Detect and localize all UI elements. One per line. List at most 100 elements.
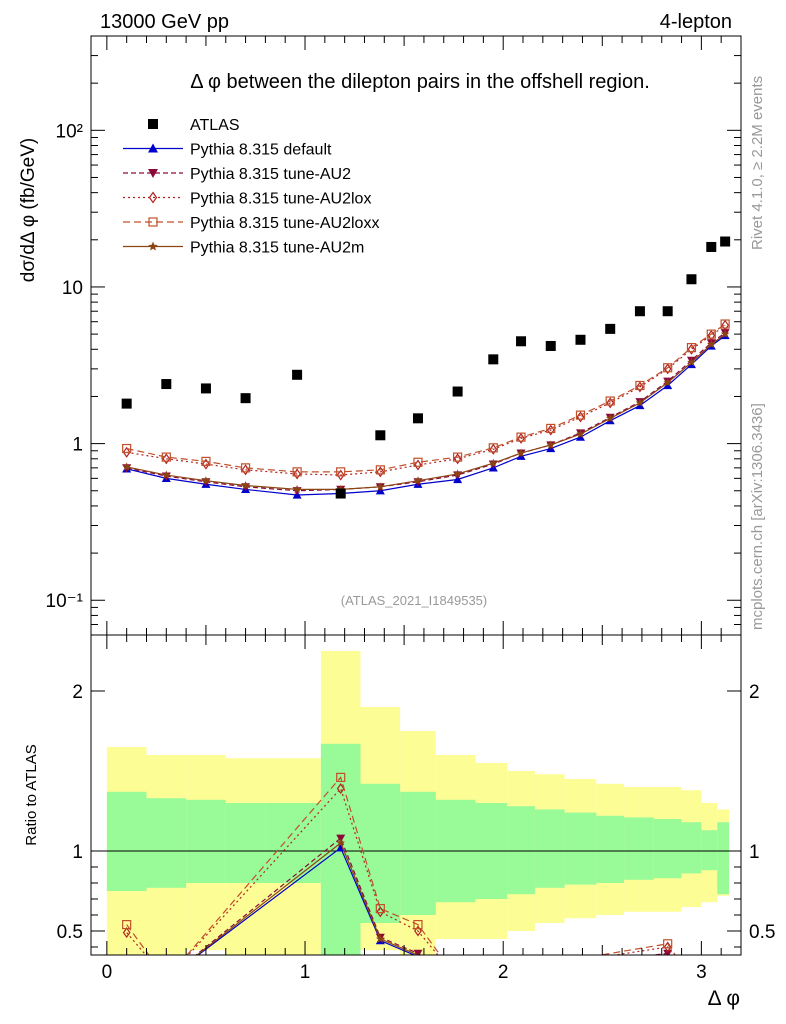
atlas-point-16 <box>686 274 697 285</box>
series-5-point-0 <box>122 462 131 471</box>
ratio-2-point-0 <box>122 927 131 939</box>
main-panel: 10⁻¹ 1 10 10² Δ φ between the dilepton pair… <box>18 35 742 636</box>
ratio-4-point-2 <box>336 838 345 847</box>
series-3-point-14 <box>636 381 644 393</box>
series-3-point-7 <box>414 459 422 471</box>
band-inner-3 <box>225 803 266 883</box>
atlas-point-18 <box>720 236 731 247</box>
atlas-point-2 <box>200 383 211 394</box>
series-4-point-2 <box>201 456 211 466</box>
series-4-point-0 <box>122 443 132 454</box>
ratio-series-layer <box>122 772 676 955</box>
series-5-point-3 <box>241 481 250 490</box>
atlas-point-1 <box>161 379 172 390</box>
main-ticks: 10⁻¹ 1 10 10² <box>46 35 741 636</box>
ratio-ticks: 0.5 0.5 1 1 2 2 0 1 2 3 <box>57 635 775 983</box>
legend-label-0: ATLAS <box>190 117 240 134</box>
ratio-ytick-label-0: 0.5 <box>57 922 83 943</box>
legend-label-4: Pythia 8.315 tune-AU2loxx <box>190 215 379 232</box>
header-left: 13000 GeV pp <box>100 11 229 33</box>
series-4-point-16 <box>686 343 697 353</box>
series-5-point-17 <box>707 339 716 348</box>
band-inner-15 <box>653 819 682 879</box>
ratio-line-1 <box>195 837 670 955</box>
series-5-point-4 <box>292 484 302 494</box>
ratio-line-2 <box>126 787 675 955</box>
series-5-point-15 <box>663 378 672 387</box>
ratio-3-point-0 <box>122 919 132 930</box>
series-4-point-17 <box>706 329 716 339</box>
mcplots-label: mcplots.cern.ch [arXiv:1306.3436] <box>749 403 766 630</box>
main-series-layer <box>121 236 731 499</box>
ratio-2-point-3 <box>376 906 385 918</box>
band-inner-2 <box>186 799 226 883</box>
series-5-point-13 <box>605 413 615 422</box>
series-5-point-8 <box>453 469 462 478</box>
series-5-point-18 <box>720 329 730 338</box>
legend-marker-4 <box>148 217 158 227</box>
series-4-point-18 <box>720 319 730 329</box>
header-right: 4-lepton <box>660 11 732 33</box>
series-3-point-2 <box>202 458 210 470</box>
ratio-ytick-label-2: 2 <box>72 682 83 703</box>
band-inner-11 <box>534 809 565 888</box>
series-5-point-9 <box>489 458 498 467</box>
series-4-point-14 <box>635 380 645 391</box>
band-inner-7 <box>400 791 436 915</box>
series-line-2 <box>126 332 726 492</box>
series-4-point-13 <box>605 396 615 406</box>
series-4-point-3 <box>240 463 251 473</box>
series-line-4 <box>126 323 726 473</box>
ratio-line-0 <box>197 846 416 955</box>
atlas-point-11 <box>545 340 556 351</box>
series-4-point-10 <box>516 432 526 442</box>
ratio-3-point-2 <box>336 772 346 783</box>
series-4-point-12 <box>575 410 586 420</box>
legend-label-2: Pythia 8.315 tune-AU2 <box>190 166 351 183</box>
legend-label-3: Pythia 8.315 tune-AU2lox <box>190 191 371 208</box>
band-inner-16 <box>681 822 702 874</box>
ratio-3-point-6 <box>663 939 673 949</box>
atlas-point-17 <box>706 241 717 252</box>
main-ytick-label-1: 1 <box>72 435 83 456</box>
band-inner-0 <box>106 791 147 891</box>
series-3-point-5 <box>336 469 345 481</box>
main-frame <box>90 35 742 636</box>
ratio-ylabel: Ratio to ATLAS <box>23 744 40 845</box>
atlas-point-13 <box>605 323 616 334</box>
band-inner-18 <box>717 822 730 895</box>
analysis-tag: (ATLAS_2021_I1849535) <box>341 593 487 608</box>
atlas-point-9 <box>488 354 499 365</box>
xtick-label-1: 1 <box>300 962 311 983</box>
legend-marker-5 <box>148 241 158 251</box>
legend: ATLAS Pythia 8.315 default Pythia 8.315 tu… <box>123 117 379 257</box>
ratio-bands <box>91 651 741 955</box>
xtick-label-2: 2 <box>498 962 509 983</box>
series-4-point-5 <box>336 467 346 477</box>
band-inner-17 <box>701 830 718 871</box>
series-4-point-1 <box>161 452 171 462</box>
atlas-point-3 <box>240 393 251 404</box>
band-inner-14 <box>624 817 654 880</box>
ratio-2-point-2 <box>336 783 345 795</box>
legend-marker-1 <box>148 143 158 153</box>
band-inner-1 <box>146 798 187 888</box>
series-line-1 <box>126 335 726 496</box>
main-ylabel: dσ/dΔ φ (fb/GeV) <box>18 138 39 282</box>
band-inner-4 <box>265 803 321 883</box>
series-5-point-6 <box>376 482 385 491</box>
atlas-point-0 <box>121 398 132 409</box>
series-3-point-13 <box>606 397 615 409</box>
ratio-3-point-4 <box>413 919 423 930</box>
series-3-point-4 <box>293 468 301 480</box>
ratio-4-point-3 <box>376 934 385 943</box>
series-4-point-4 <box>292 467 302 477</box>
series-5-point-7 <box>413 476 423 485</box>
ratio-ytick-label-right-0: 0.5 <box>749 922 775 943</box>
atlas-point-15 <box>662 306 673 317</box>
band-inner-13 <box>596 815 625 883</box>
ratio-ytick-label-right-2: 2 <box>749 682 760 703</box>
series-4-point-9 <box>488 443 498 453</box>
band-inner-10 <box>507 806 535 895</box>
